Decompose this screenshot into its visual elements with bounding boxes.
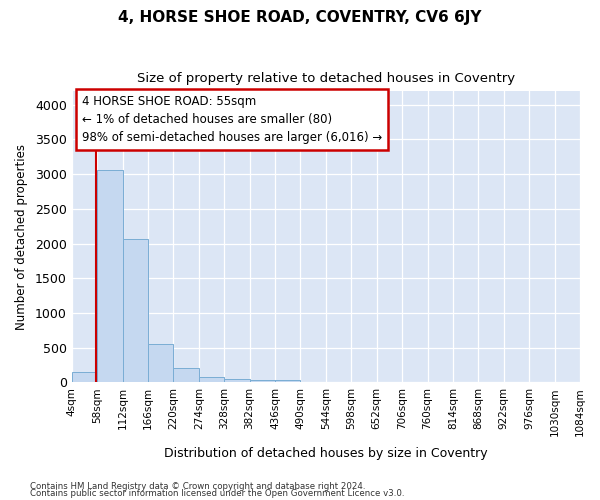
Text: 4 HORSE SHOE ROAD: 55sqm
← 1% of detached houses are smaller (80)
98% of semi-de: 4 HORSE SHOE ROAD: 55sqm ← 1% of detache…: [82, 95, 382, 144]
Text: Contains public sector information licensed under the Open Government Licence v3: Contains public sector information licen…: [30, 490, 404, 498]
Bar: [122, 238, 148, 382]
Bar: [148, 344, 173, 383]
Text: 4, HORSE SHOE ROAD, COVENTRY, CV6 6JY: 4, HORSE SHOE ROAD, COVENTRY, CV6 6JY: [118, 10, 482, 25]
Bar: [250, 380, 275, 382]
Y-axis label: Number of detached properties: Number of detached properties: [15, 144, 28, 330]
Bar: [275, 380, 301, 382]
Bar: [97, 170, 122, 382]
Bar: [199, 377, 224, 382]
Bar: [71, 372, 97, 382]
Title: Size of property relative to detached houses in Coventry: Size of property relative to detached ho…: [137, 72, 515, 86]
Bar: [224, 378, 250, 382]
Text: Contains HM Land Registry data © Crown copyright and database right 2024.: Contains HM Land Registry data © Crown c…: [30, 482, 365, 491]
Bar: [173, 368, 199, 382]
X-axis label: Distribution of detached houses by size in Coventry: Distribution of detached houses by size …: [164, 447, 488, 460]
